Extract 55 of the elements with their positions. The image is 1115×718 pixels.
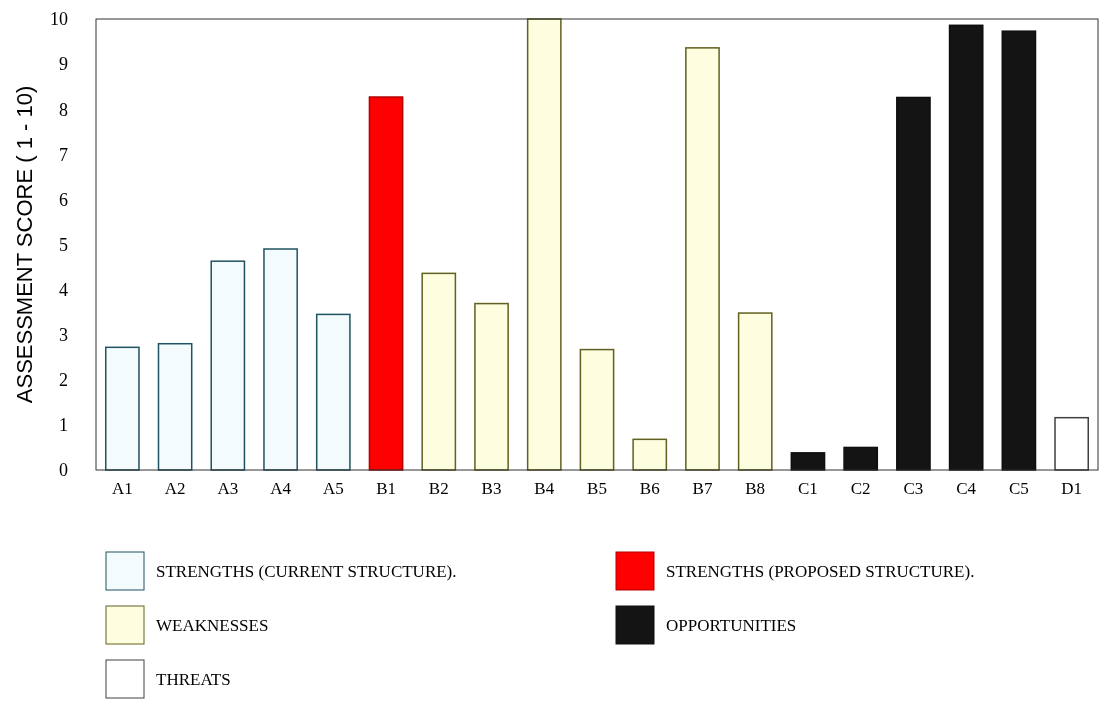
x-tick-label: C3 — [903, 479, 924, 498]
x-tick-label: D1 — [1061, 479, 1083, 498]
x-tick-label: C4 — [956, 479, 977, 498]
x-tick-label: B2 — [428, 479, 449, 498]
legend-label: OPPORTUNITIES — [666, 615, 797, 635]
bar — [421, 272, 457, 471]
x-tick-label: B3 — [481, 479, 502, 498]
x-tick-label: A1 — [111, 479, 133, 498]
bar — [526, 18, 562, 471]
x-tick-label: B6 — [639, 479, 660, 498]
y-tick-label: 1 — [59, 415, 68, 436]
x-tick-label: B4 — [534, 479, 555, 498]
y-tick-label: 7 — [59, 144, 68, 165]
y-tick-label: 6 — [59, 189, 68, 210]
bar — [737, 312, 773, 471]
bar — [368, 96, 404, 471]
bar — [157, 342, 193, 471]
bar — [790, 452, 826, 471]
bar — [896, 96, 931, 471]
bar — [632, 438, 668, 471]
bar — [1001, 30, 1037, 471]
legend-label: STRENGTHS (PROPOSED STRUCTURE). — [666, 561, 975, 581]
x-tick-label: B7 — [692, 479, 713, 498]
x-tick-label: C5 — [1008, 479, 1029, 498]
bar — [474, 302, 509, 471]
y-tick-label: 3 — [59, 325, 68, 345]
x-tick-label: B1 — [376, 479, 396, 498]
legend-label: STRENGTHS (CURRENT STRUCTURE). — [156, 561, 457, 581]
legend-label: WEAKNESSES — [156, 615, 269, 635]
x-tick-label: B8 — [745, 479, 766, 498]
y-axis-title: ASSESSMENT SCORE ( 1 - 10) — [12, 85, 37, 404]
y-tick-label: 10 — [50, 9, 68, 30]
bar — [948, 24, 984, 471]
y-tick-label: 8 — [59, 99, 68, 120]
bar — [105, 346, 140, 471]
bar — [1054, 416, 1089, 471]
legend-label: THREATS — [156, 669, 231, 689]
y-tick-label: 9 — [59, 54, 68, 75]
x-tick-label: A2 — [164, 479, 186, 498]
x-tick-label: B5 — [587, 479, 607, 498]
x-tick-label: A4 — [270, 479, 292, 498]
y-tick-label: 4 — [59, 279, 68, 300]
bar — [263, 248, 298, 471]
bar — [579, 348, 615, 471]
x-tick-label: A3 — [217, 479, 239, 498]
bar — [685, 47, 720, 471]
y-tick-label: 5 — [59, 234, 68, 255]
y-tick-label: 2 — [59, 370, 68, 391]
x-tick-label: A5 — [322, 479, 344, 498]
bar — [843, 446, 879, 471]
y-tick-label: 0 — [59, 460, 68, 481]
x-tick-label: C1 — [798, 479, 818, 498]
bar — [315, 313, 351, 471]
bar — [210, 260, 246, 471]
x-tick-label: C2 — [850, 479, 871, 498]
